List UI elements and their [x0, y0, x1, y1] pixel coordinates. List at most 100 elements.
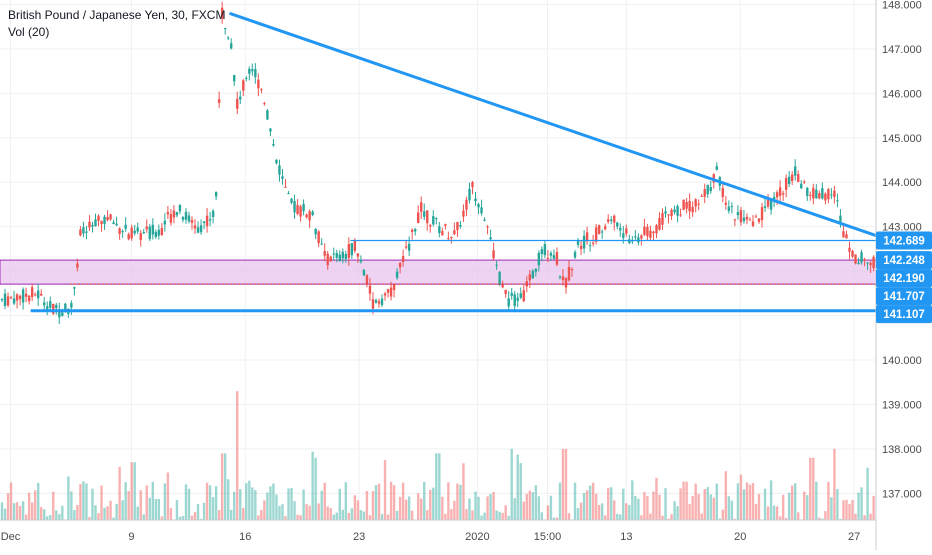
- candle-body: [438, 226, 440, 233]
- candle-body: [477, 204, 479, 207]
- candle-body: [725, 203, 727, 205]
- candle-body: [134, 231, 136, 234]
- volume-bar: [453, 501, 455, 520]
- volume-bar: [432, 488, 434, 520]
- volume-bar: [643, 492, 645, 520]
- volume-bar: [459, 485, 461, 520]
- volume-bar: [646, 496, 648, 520]
- volume-bar: [514, 498, 516, 520]
- volume-bar: [182, 516, 184, 520]
- candle-body: [842, 231, 844, 237]
- candle-body: [788, 177, 790, 184]
- candle-body: [19, 296, 21, 299]
- volume-bar: [731, 501, 733, 520]
- volume-bar: [161, 516, 163, 520]
- candle-body: [532, 271, 534, 278]
- candle-body: [327, 254, 329, 265]
- candle-body: [296, 205, 298, 214]
- candle-body: [471, 182, 473, 187]
- volume-bar: [836, 489, 838, 520]
- volume-bar: [670, 514, 672, 520]
- candle-body: [94, 219, 96, 226]
- volume-bar: [486, 496, 488, 520]
- candle-body: [616, 223, 618, 227]
- volume-bar: [535, 485, 537, 520]
- trendline[interactable]: [230, 13, 876, 235]
- volume-bar: [637, 499, 639, 520]
- candle-body: [619, 228, 621, 231]
- candle-body: [393, 284, 395, 290]
- candle-body: [860, 252, 862, 262]
- candle-body: [91, 225, 93, 227]
- candle-body: [140, 233, 142, 240]
- candle-body: [598, 225, 600, 234]
- volume-bar: [520, 463, 522, 520]
- volume-bar: [28, 493, 30, 520]
- volume-bar: [194, 512, 196, 520]
- candle-body: [432, 216, 434, 224]
- candle-body: [465, 200, 467, 210]
- volume-bar: [471, 510, 473, 520]
- volume-bar: [49, 515, 51, 520]
- volume-bar: [465, 509, 467, 520]
- candle-body: [348, 244, 350, 258]
- volume-bar: [547, 505, 549, 520]
- candle-body: [164, 221, 166, 225]
- volume-bar: [592, 483, 594, 520]
- candle-body: [803, 182, 805, 183]
- volume-bar: [257, 515, 259, 520]
- candle-body: [381, 299, 383, 305]
- candle-body: [146, 227, 148, 230]
- candle-body: [758, 219, 760, 222]
- candle-body: [363, 270, 365, 276]
- volume-bar: [302, 489, 304, 520]
- volume-bar: [170, 508, 172, 520]
- volume-bar: [330, 508, 332, 520]
- candle-body: [366, 275, 368, 283]
- candle-body: [785, 178, 787, 190]
- volume-bar: [263, 500, 265, 520]
- volume-bar: [685, 482, 687, 520]
- trendline-line: [230, 13, 876, 235]
- volume-bar: [794, 483, 796, 520]
- volume-bar: [749, 485, 751, 520]
- symbol-title[interactable]: British Pound / Japanese Yen, 30, FXCM: [8, 7, 225, 24]
- volume-bar: [704, 489, 706, 520]
- candle-body: [155, 232, 157, 237]
- candle-body: [637, 237, 639, 242]
- candle-body: [73, 287, 75, 288]
- price-label-text: 141.707: [883, 291, 925, 303]
- candle-body: [28, 296, 30, 302]
- volume-bar: [806, 495, 808, 520]
- candle-body: [345, 254, 347, 259]
- volume-bar: [191, 516, 193, 520]
- candle-body: [746, 217, 748, 220]
- volume-indicator-label[interactable]: Vol (20): [8, 24, 225, 41]
- volume-bar: [447, 482, 449, 520]
- volume-bar: [221, 453, 223, 520]
- volume-bar: [152, 482, 154, 520]
- candle-body: [583, 236, 585, 249]
- volume-bar: [866, 468, 868, 520]
- candle-body: [833, 191, 835, 197]
- candle-body: [161, 228, 163, 235]
- volume-bar: [55, 510, 57, 520]
- volume-bar: [604, 515, 606, 520]
- candle-body: [269, 129, 271, 132]
- candle-body: [486, 227, 488, 228]
- volume-bar: [770, 480, 772, 520]
- volume-bar: [483, 513, 485, 520]
- candle-body: [869, 263, 871, 265]
- support-zone[interactable]: [0, 260, 876, 284]
- volume-bar: [456, 484, 458, 520]
- volume-bar: [22, 501, 24, 520]
- candle-body: [592, 243, 594, 244]
- candle-body: [88, 222, 90, 228]
- volume-bar: [357, 500, 359, 520]
- candle-body: [290, 199, 292, 203]
- volume-bar: [589, 486, 591, 520]
- volume-bar: [360, 510, 362, 520]
